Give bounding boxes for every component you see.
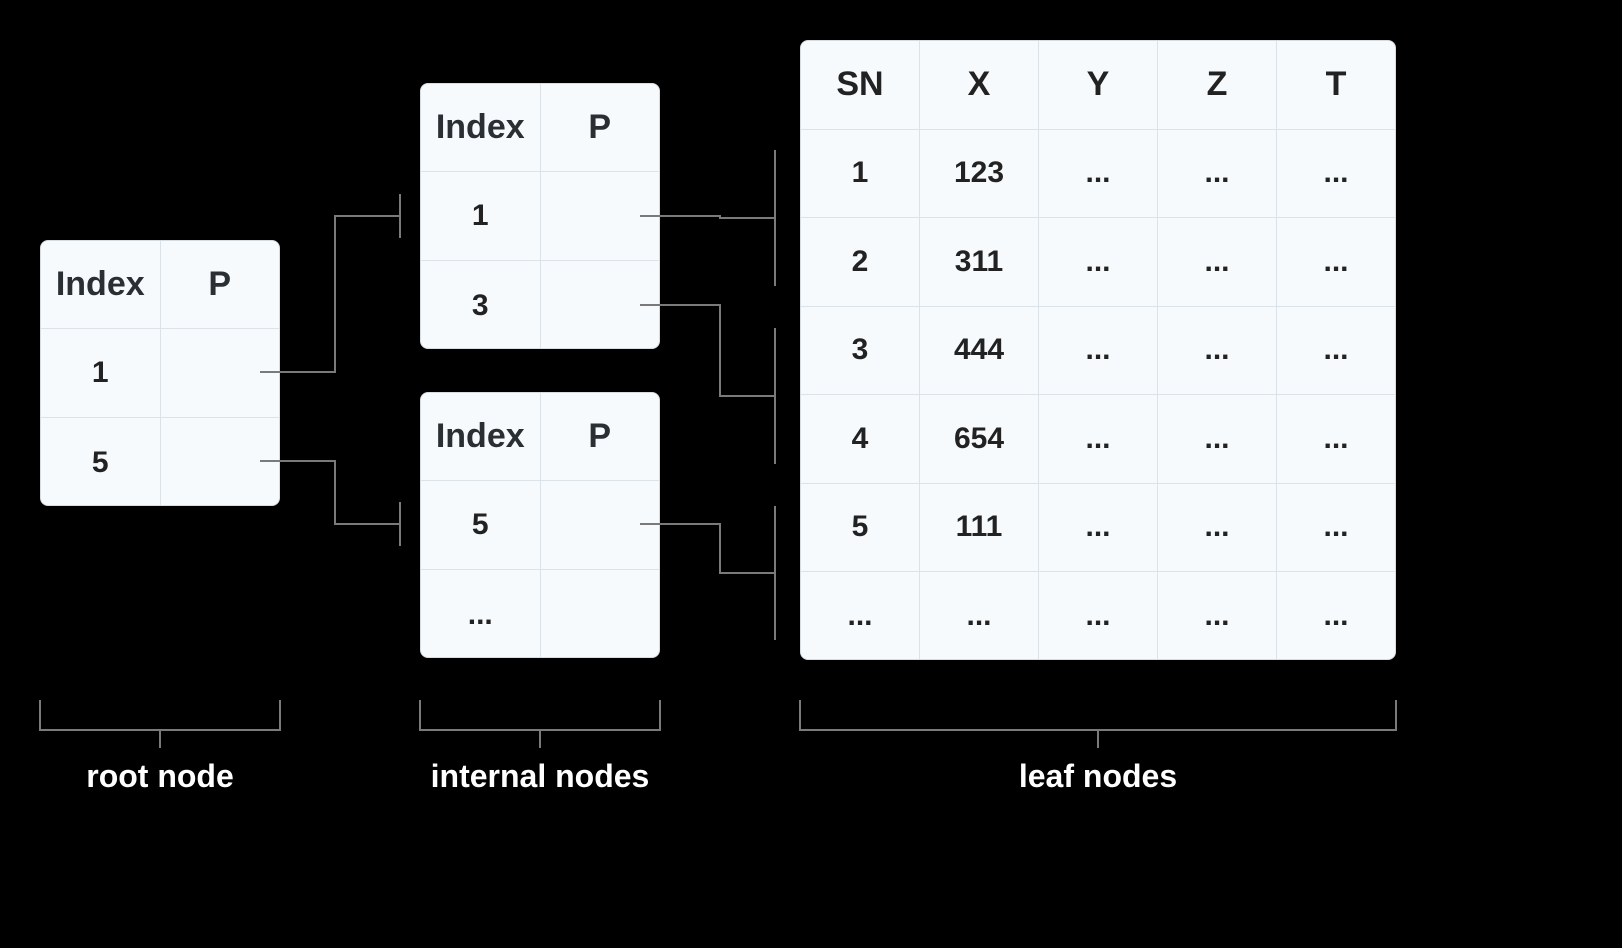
root-col-index: Index bbox=[41, 241, 161, 329]
leaf-cell: ... bbox=[1158, 484, 1277, 573]
internal-top-col-index: Index bbox=[421, 84, 541, 172]
caption-internal: internal nodes bbox=[420, 758, 660, 795]
leaf-cell: ... bbox=[920, 572, 1039, 660]
leaf-cell: ... bbox=[1158, 572, 1277, 660]
internal-cell: 5 bbox=[421, 481, 541, 570]
internal-cell: 3 bbox=[421, 261, 541, 349]
internal-cell bbox=[541, 261, 660, 349]
root-cell bbox=[161, 418, 280, 506]
leaf-cell: ... bbox=[1277, 484, 1395, 573]
caption-leaf: leaf nodes bbox=[800, 758, 1396, 795]
leaf-cell: ... bbox=[1158, 218, 1277, 307]
root-cell: 5 bbox=[41, 418, 161, 506]
leaf-cell: 444 bbox=[920, 307, 1039, 396]
leaf-cell: 5 bbox=[801, 484, 920, 573]
internal-cell bbox=[541, 481, 660, 570]
internal-cell bbox=[541, 172, 660, 261]
leaf-cell: 2 bbox=[801, 218, 920, 307]
internal-cell: 1 bbox=[421, 172, 541, 261]
leaf-cell: 654 bbox=[920, 395, 1039, 484]
internal-node-bottom-table: Index P 5 ... bbox=[420, 392, 660, 658]
internal-bot-col-p: P bbox=[541, 393, 660, 481]
internal-node-top-table: Index P 1 3 bbox=[420, 83, 660, 349]
leaf-cell: 311 bbox=[920, 218, 1039, 307]
root-node-table: Index P 1 5 bbox=[40, 240, 280, 506]
internal-cell bbox=[541, 570, 660, 658]
leaf-cell: ... bbox=[801, 572, 920, 660]
leaf-cell: ... bbox=[1158, 307, 1277, 396]
leaf-cell: ... bbox=[1277, 395, 1395, 484]
leaf-col-sn: SN bbox=[801, 41, 920, 130]
root-col-p: P bbox=[161, 241, 280, 329]
leaf-cell: ... bbox=[1158, 395, 1277, 484]
leaf-cell: ... bbox=[1277, 572, 1395, 660]
leaf-cell: ... bbox=[1039, 218, 1158, 307]
leaf-node-table: SN X Y Z T 1123......... 2311......... 3… bbox=[800, 40, 1396, 660]
leaf-cell: 4 bbox=[801, 395, 920, 484]
internal-top-col-p: P bbox=[541, 84, 660, 172]
leaf-cell: 123 bbox=[920, 130, 1039, 219]
leaf-cell: ... bbox=[1158, 130, 1277, 219]
leaf-col-x: X bbox=[920, 41, 1039, 130]
leaf-cell: ... bbox=[1277, 130, 1395, 219]
caption-root: root node bbox=[40, 758, 280, 795]
internal-bot-col-index: Index bbox=[421, 393, 541, 481]
leaf-cell: ... bbox=[1039, 307, 1158, 396]
leaf-cell: ... bbox=[1039, 395, 1158, 484]
leaf-cell: ... bbox=[1039, 484, 1158, 573]
leaf-cell: ... bbox=[1039, 572, 1158, 660]
leaf-cell: ... bbox=[1277, 218, 1395, 307]
leaf-cell: ... bbox=[1277, 307, 1395, 396]
leaf-cell: 111 bbox=[920, 484, 1039, 573]
leaf-col-y: Y bbox=[1039, 41, 1158, 130]
leaf-col-t: T bbox=[1277, 41, 1395, 130]
leaf-cell: ... bbox=[1039, 130, 1158, 219]
leaf-col-z: Z bbox=[1158, 41, 1277, 130]
leaf-cell: 3 bbox=[801, 307, 920, 396]
internal-cell: ... bbox=[421, 570, 541, 658]
root-cell bbox=[161, 329, 280, 418]
leaf-cell: 1 bbox=[801, 130, 920, 219]
root-cell: 1 bbox=[41, 329, 161, 418]
